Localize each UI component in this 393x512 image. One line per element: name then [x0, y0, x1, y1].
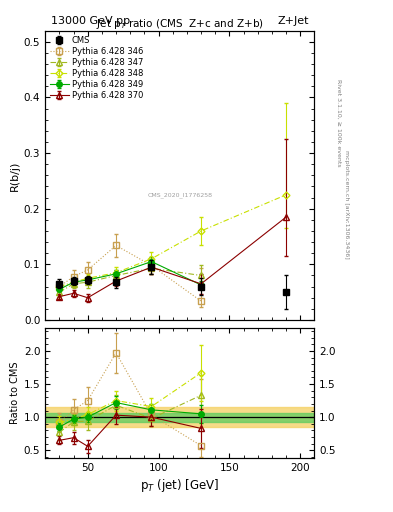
Text: CMS_2020_I1776258: CMS_2020_I1776258: [147, 193, 212, 199]
Text: Rivet 3.1.10, ≥ 100k events: Rivet 3.1.10, ≥ 100k events: [336, 79, 341, 167]
Text: Z+Jet: Z+Jet: [277, 16, 309, 27]
X-axis label: p$_T$ (jet) [GeV]: p$_T$ (jet) [GeV]: [140, 477, 219, 494]
Legend: CMS, Pythia 6.428 346, Pythia 6.428 347, Pythia 6.428 348, Pythia 6.428 349, Pyt: CMS, Pythia 6.428 346, Pythia 6.428 347,…: [48, 34, 145, 102]
Title: Jet p$_T$ ratio (CMS  Z+c and Z+b): Jet p$_T$ ratio (CMS Z+c and Z+b): [96, 16, 264, 31]
Y-axis label: Ratio to CMS: Ratio to CMS: [9, 361, 20, 424]
Text: mcplots.cern.ch [arXiv:1306.3436]: mcplots.cern.ch [arXiv:1306.3436]: [344, 151, 349, 259]
Bar: [45, 413, 314, 422]
Y-axis label: R(b/j): R(b/j): [10, 160, 20, 190]
Text: 13000 GeV pp: 13000 GeV pp: [51, 16, 130, 27]
Bar: [45, 407, 314, 427]
